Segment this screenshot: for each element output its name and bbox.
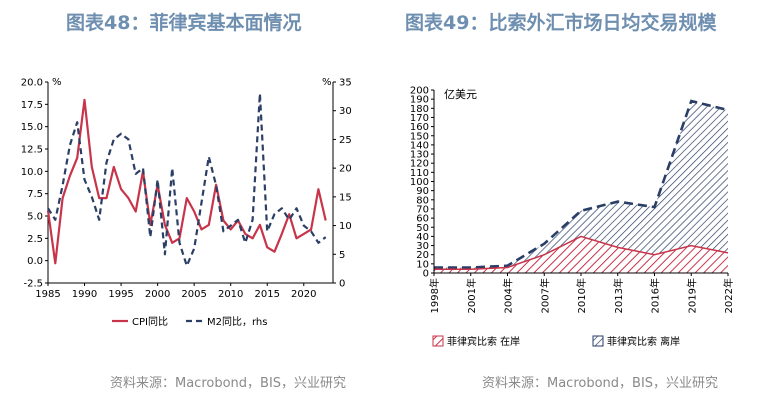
x-tick-label: 2019年 [685,278,698,313]
y-tick-label: 180 [410,104,429,115]
x-tick-label: 2005 [181,289,206,300]
right-source-note: 资料来源：Macrobond，BIS，兴业研究 [482,376,719,391]
y-tick-label: 70 [416,204,429,215]
left-source-note: 资料来源：Macrobond，BIS，兴业研究 [110,376,347,391]
x-tick-label: 2022年 [722,278,735,313]
legend-offshore-swatch [592,335,604,347]
left-y-tick-label: 20.0 [21,78,43,89]
right-y-tick-label: 35 [339,78,352,89]
right-y-tick-label: 15 [339,192,352,203]
x-tick-label: 2016年 [649,278,662,313]
y-tick-label: 30 [416,241,429,252]
left-y-tick-label: 7.5 [27,189,43,200]
y-tick-label: 90 [416,186,429,197]
left-y-tick-label: 0.0 [27,256,43,267]
onshore-area [434,236,728,273]
x-tick-label: 2000 [145,289,170,300]
legend-cpi-label: CPI同比 [132,316,168,328]
right-y-tick-label: 20 [339,164,352,175]
right-y-tick-label: 10 [339,221,352,232]
x-tick-label: 2020 [291,289,316,300]
y-tick-label: 40 [416,232,429,243]
y-tick-label: 150 [410,131,429,142]
left-y-tick-label: 17.5 [21,100,43,111]
y-tick-label: 0 [423,269,429,280]
y-tick-label: 130 [410,150,429,161]
x-tick-label: 2010年 [575,278,588,313]
y-tick-label: 60 [416,214,429,225]
left-y-unit: % [52,77,62,88]
right-y-tick-label: 25 [339,135,352,146]
x-tick-label: 1990 [72,289,97,300]
y-tick-label: 120 [410,159,429,170]
offshore-outline [434,99,729,269]
x-tick-label: 2001年 [465,278,478,313]
x-tick-label: 1995 [108,289,133,300]
y-tick-label: 200 [410,86,429,97]
y-tick-label: 110 [410,168,429,179]
m2-line [47,92,327,267]
offshore-area [434,101,728,270]
y-tick-label: 190 [410,95,429,106]
x-tick-label: 1998年 [428,278,441,313]
x-tick-label: 1985 [35,289,60,300]
cpi-line [46,98,327,265]
legend-onshore-swatch [432,335,444,347]
y-tick-label: 140 [410,140,429,151]
left-chart: -2.5 0.0 2.5 5.0 7.5 10.0 12.5 15.0 17.5 20.0 0 5 10… [21,77,352,328]
y-tick-label: 10 [416,259,429,270]
left-y-tick-label: 5.0 [27,212,43,223]
left-y-tick-label: 12.5 [21,145,43,156]
x-tick-label: 2015 [255,289,280,300]
y-tick-label: 100 [410,177,429,188]
x-tick-label: 2010 [218,289,243,300]
left-chart-title: 图表48：菲律宾基本面情况 [66,12,302,34]
x-tick-label: 2004年 [502,278,515,313]
legend-m2-label: M2同比，rhs [207,316,267,328]
y-tick-label: 50 [416,223,429,234]
y-tick-label: 20 [416,250,429,261]
y-tick-label: 80 [416,195,429,206]
right-y-unit: % [322,77,332,88]
onshore-outline [434,235,729,271]
right-chart-title: 图表49：比索外汇市场日均交易规模 [405,12,717,34]
right-y-tick-label: 5 [339,250,345,261]
left-y-tick-label: 2.5 [27,234,43,245]
right-chart: 0102030405060708090100110120130140150160… [410,86,735,349]
y-unit-label: 亿美元 [444,88,477,101]
left-y-tick-label: -2.5 [23,279,43,290]
y-tick-label: 160 [410,122,429,133]
legend-offshore-label: 菲律宾比索 离岸 [607,335,680,348]
left-y-tick-label: 10.0 [21,167,43,178]
legend-onshore-label: 菲律宾比索 在岸 [447,335,520,348]
x-tick-label: 2013年 [612,278,625,313]
left-y-tick-label: 15.0 [21,122,43,133]
right-y-tick-label: 0 [339,279,345,290]
y-tick-label: 170 [410,113,429,124]
right-y-tick-label: 30 [339,106,352,117]
x-tick-label: 2007年 [538,278,551,313]
